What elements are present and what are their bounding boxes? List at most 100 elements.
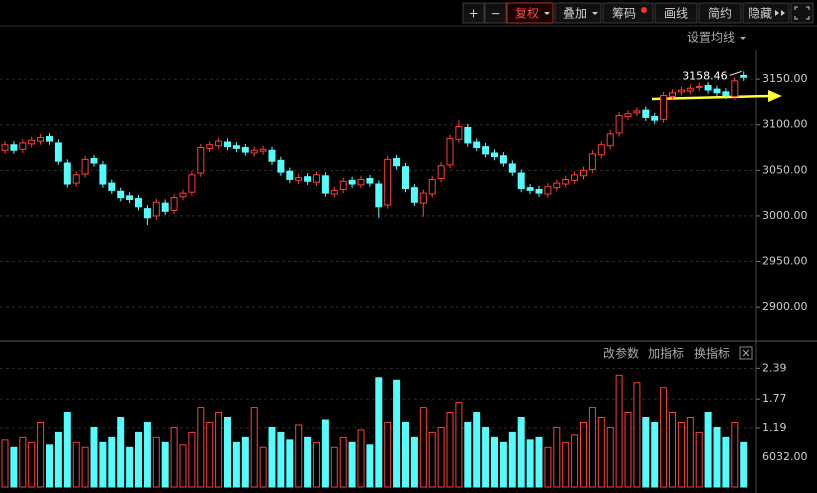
candle-body <box>1 144 9 151</box>
volume-bar <box>437 426 445 488</box>
volume-bar <box>580 421 587 488</box>
volume-bar <box>170 426 178 488</box>
candle-body <box>99 164 107 185</box>
candle-body <box>268 149 276 162</box>
plot-area: 3150.00 3100.00 3050.00 3000.00 2950.00 2900.… <box>0 69 808 488</box>
volume-bar <box>28 441 36 488</box>
volume-bar <box>286 439 294 488</box>
ma-setting[interactable]: 设置均线 <box>687 31 735 45</box>
draw-line-button[interactable] <box>654 2 698 24</box>
candle-body <box>713 88 721 94</box>
candle-body <box>597 144 605 156</box>
volume-bar <box>152 436 160 488</box>
candle-body <box>651 115 659 121</box>
candle-body <box>304 176 312 182</box>
volume-bar <box>188 431 196 488</box>
candle-body <box>90 157 98 164</box>
volume-bar <box>90 426 98 488</box>
volume-bar <box>117 417 125 488</box>
candle-body <box>588 153 596 170</box>
candle-body <box>437 165 445 180</box>
high-label: 3158.46 <box>682 69 728 82</box>
y-tick-label: 2900.00 <box>762 300 808 313</box>
volume-bar <box>37 421 45 488</box>
candle-body <box>81 158 89 175</box>
candle-body <box>313 174 320 183</box>
volume-bar <box>135 431 142 488</box>
volume-bar <box>571 434 579 488</box>
volume-bar <box>410 436 418 488</box>
volume-bar <box>54 431 62 488</box>
candle-body <box>108 182 116 191</box>
volume-bar <box>330 446 338 488</box>
candle-body <box>321 175 329 194</box>
candle-body <box>188 174 196 193</box>
candle-body <box>464 126 472 144</box>
volume-bar <box>482 426 490 488</box>
candle-body <box>571 174 579 181</box>
volume-bar <box>562 441 570 488</box>
y-tick-label: 3000.00 <box>762 209 808 222</box>
volume-bar <box>615 374 623 488</box>
candle-body <box>126 195 134 201</box>
volume-bar <box>428 431 436 488</box>
volume-bar <box>179 444 187 488</box>
volume-bar <box>277 431 285 488</box>
volume-bar <box>384 421 392 488</box>
zoom-out-button[interactable] <box>484 2 507 24</box>
candle-body <box>499 155 507 164</box>
candle-body <box>54 142 62 162</box>
candle-body <box>384 158 392 206</box>
candle-body <box>633 110 641 114</box>
volume-bar <box>526 439 534 488</box>
volume-bar <box>588 407 596 488</box>
volume-bar <box>446 412 454 488</box>
volume-bar <box>321 419 329 488</box>
y-tick-label: 3150.00 <box>762 72 808 85</box>
volume-bar <box>1 439 9 488</box>
close-indicator[interactable] <box>739 346 753 360</box>
volume-bar <box>642 417 650 488</box>
volume-bar <box>232 441 240 488</box>
candle-body <box>161 202 169 212</box>
toolbar: + − 复权 叠加 筹码 画线 简约 隐藏 <box>0 2 817 27</box>
overlay-button[interactable] <box>554 2 602 24</box>
simple-button[interactable] <box>698 2 742 24</box>
high-marker <box>729 70 742 76</box>
candle-body <box>357 178 365 186</box>
candle-body <box>330 189 338 195</box>
hide-button[interactable] <box>742 2 790 24</box>
button-label: − <box>490 7 500 21</box>
volume-bar <box>553 426 561 488</box>
candle-body <box>660 95 668 120</box>
volume-bar <box>339 436 347 488</box>
candle-body <box>197 147 205 174</box>
candle-body <box>72 174 80 184</box>
volume-bar <box>651 421 659 488</box>
candle-body <box>695 85 703 88</box>
y-tick-label: 2950.00 <box>762 255 808 268</box>
volume-bar <box>108 436 116 488</box>
y-tick-label: 1.77 <box>762 392 787 405</box>
indicator-menu-item[interactable]: 改参数 <box>603 346 639 361</box>
chips-button[interactable] <box>602 2 654 24</box>
volume-axis-note: 6032.00 <box>762 450 808 463</box>
candle-body <box>170 197 178 211</box>
indicator-menu-item[interactable]: 换指标 <box>694 346 730 361</box>
volume-bar <box>295 424 303 488</box>
fullscreen-button[interactable] <box>790 2 814 24</box>
candle-body <box>686 87 694 92</box>
volume-bar <box>535 436 543 488</box>
indicator-menu-item[interactable]: 加指标 <box>648 346 684 361</box>
volume-bar <box>206 421 214 488</box>
volume-bar <box>713 426 721 488</box>
candle-body <box>491 152 498 158</box>
restore-right-button[interactable] <box>506 2 554 24</box>
candle-body <box>10 144 18 151</box>
y-tick-label: 1.19 <box>762 421 787 434</box>
volume-bar <box>660 387 668 488</box>
zoom-in-button[interactable] <box>462 2 485 24</box>
candle-body <box>428 178 436 195</box>
volume-bar <box>161 441 169 488</box>
